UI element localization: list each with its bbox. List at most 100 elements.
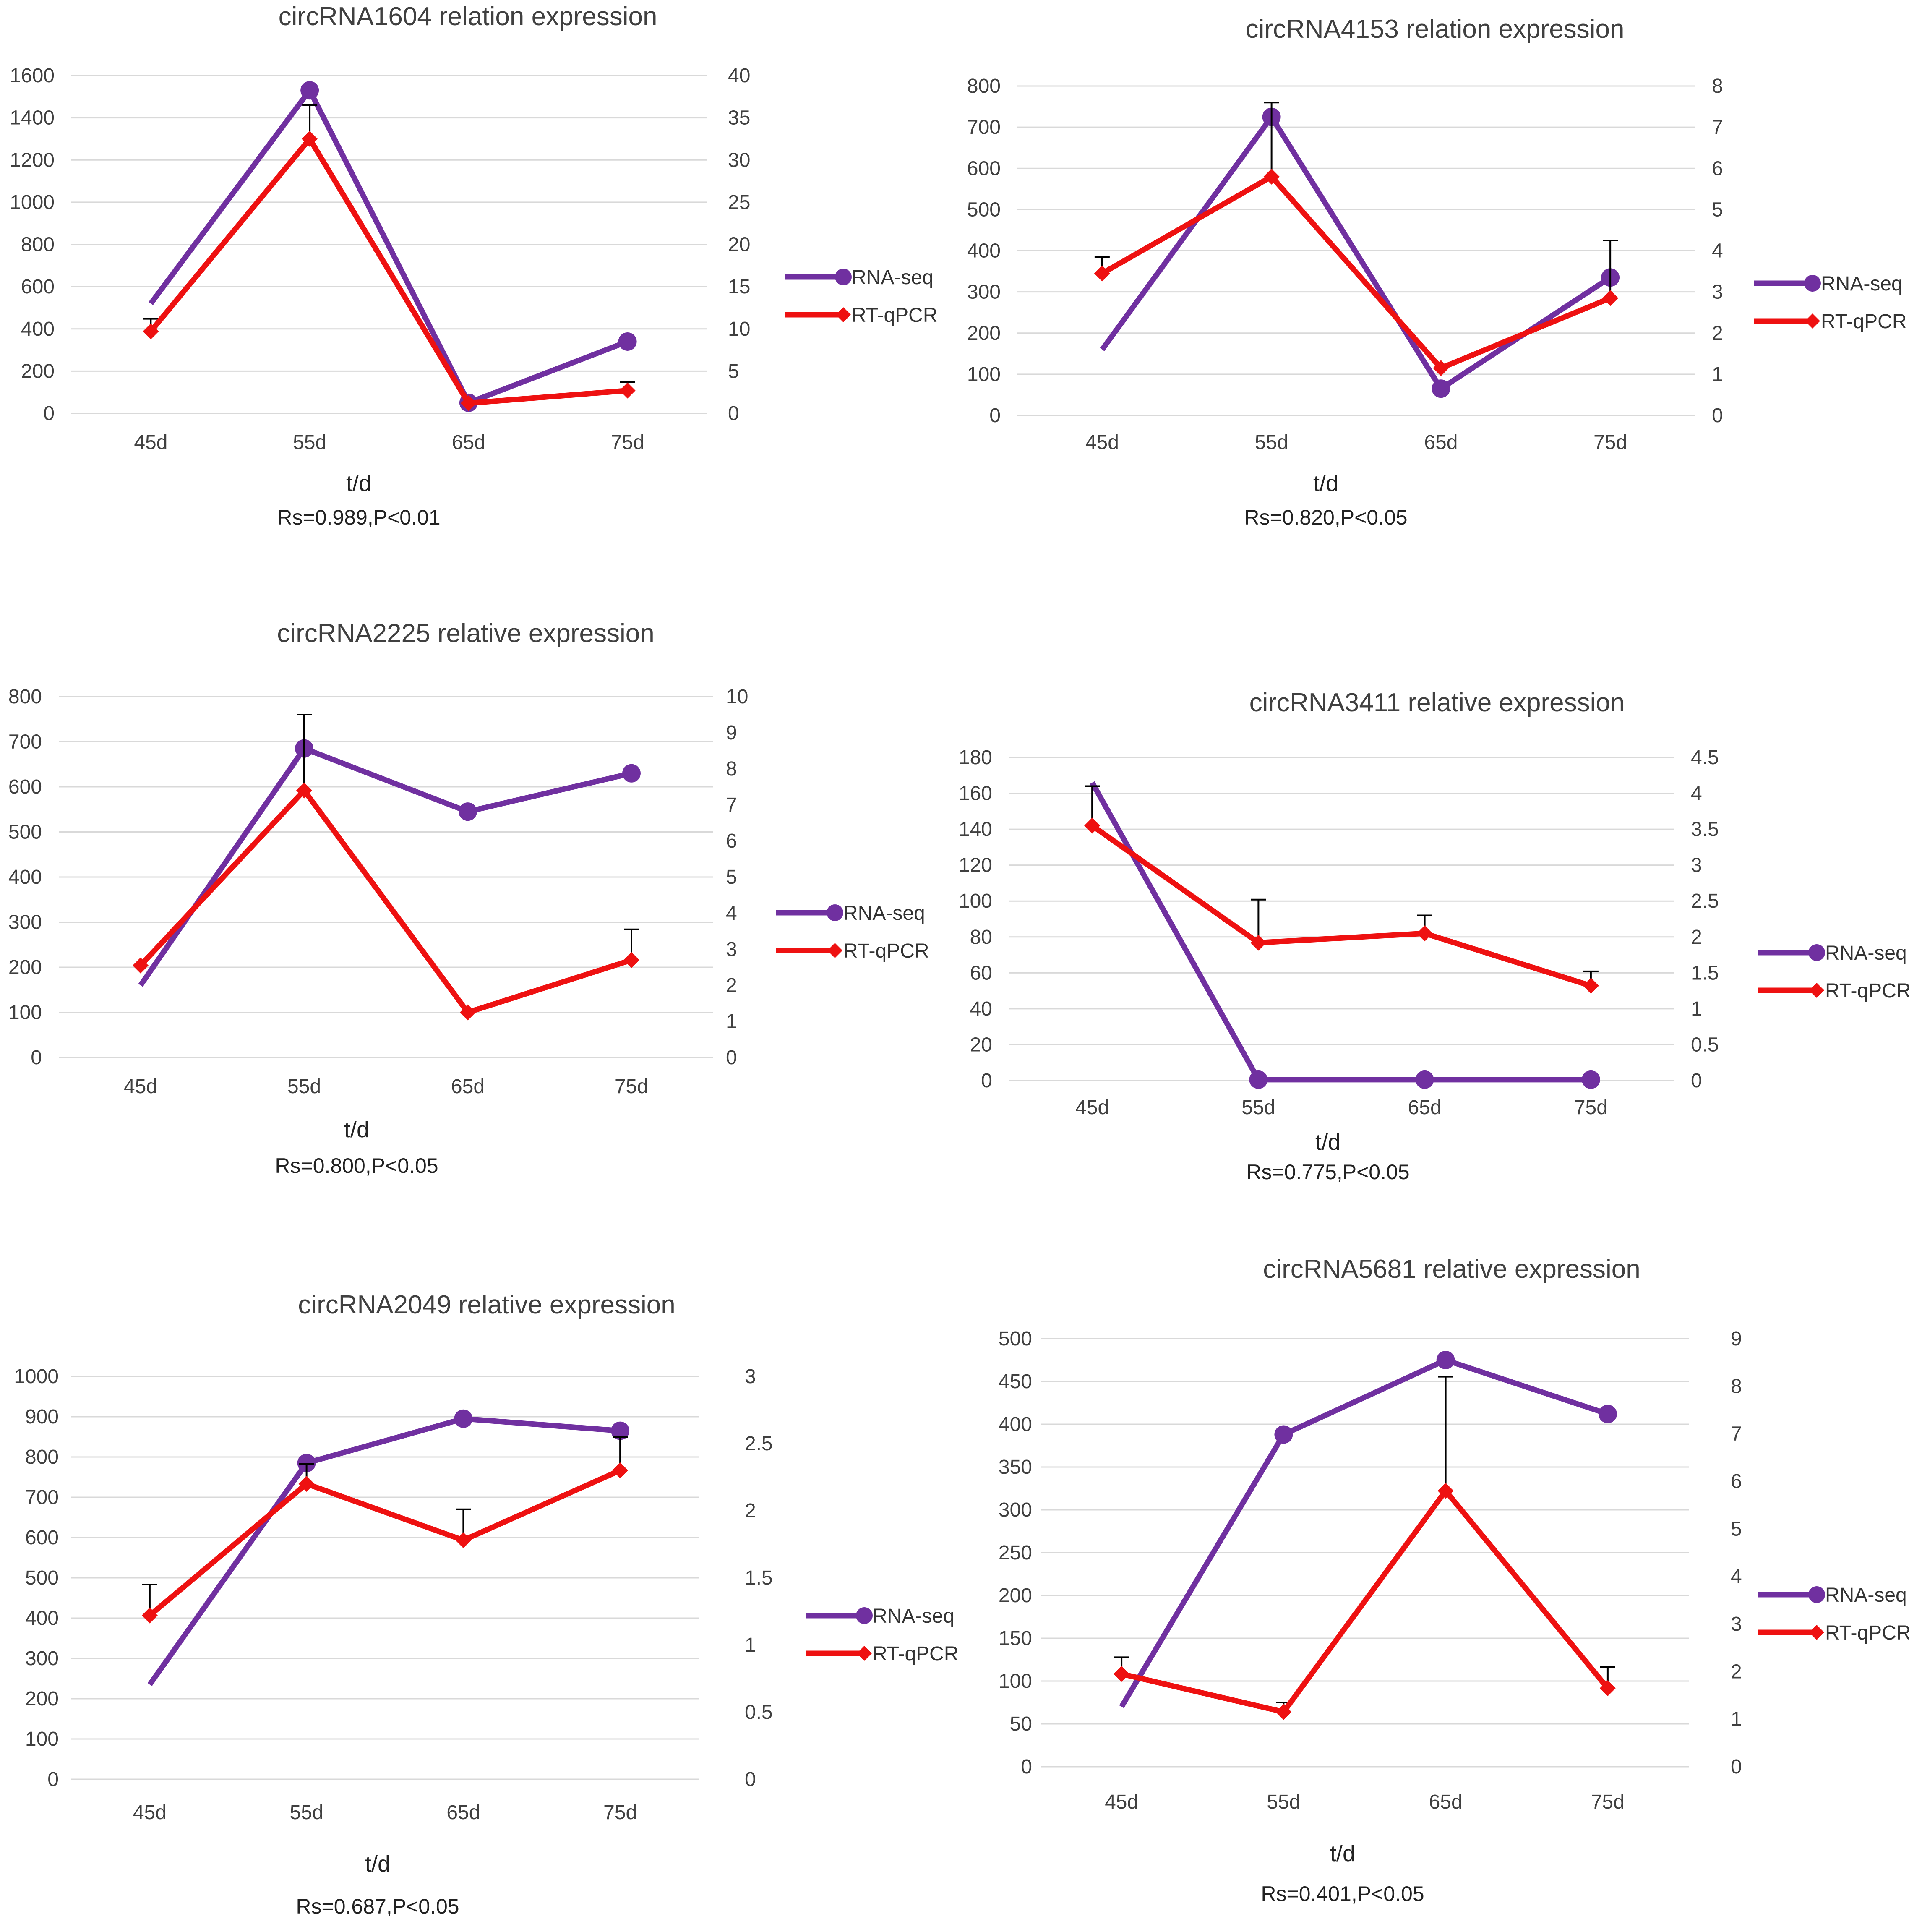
right-tick-label: 5 xyxy=(728,360,739,382)
rna-seq-point xyxy=(622,764,641,783)
legend-rna-seq-label: RNA-seq xyxy=(1825,1584,1907,1606)
chart-legend: RNA-seq RT-qPCR xyxy=(1758,1584,1909,1644)
left-tick-label: 700 xyxy=(25,1486,59,1509)
correlation-note: Rs=0.989,P<0.01 xyxy=(277,506,440,529)
left-tick-label: 300 xyxy=(999,1499,1032,1521)
right-tick-label: 3 xyxy=(1691,854,1702,877)
chart-title: circRNA3411 relative expression xyxy=(1249,688,1625,717)
rt-qpcr-point xyxy=(460,1004,476,1021)
right-tick-label: 4.5 xyxy=(1691,747,1719,769)
rna-seq-line xyxy=(147,1416,621,1687)
category-label: 75d xyxy=(615,1076,648,1098)
chart-title: circRNA2225 relative expression xyxy=(277,619,654,648)
series-rt-qpcr xyxy=(1094,102,1619,376)
rt-qpcr-point xyxy=(1437,1483,1454,1499)
chart-legend: RNA-seq RT-qPCR xyxy=(806,1605,959,1665)
correlation-note: Rs=0.820,P<0.05 xyxy=(1244,506,1407,529)
left-tick-label: 1000 xyxy=(10,191,55,214)
right-tick-label: 10 xyxy=(726,686,748,708)
left-tick-label: 200 xyxy=(967,322,1001,345)
right-tick-label: 1 xyxy=(1712,363,1723,386)
right-tick-label: 2.5 xyxy=(1691,890,1719,912)
right-tick-label: 4 xyxy=(726,902,737,924)
series-rt-qpcr xyxy=(141,1436,629,1624)
right-tick-label: 35 xyxy=(728,107,750,129)
right-tick-label: 7 xyxy=(1712,116,1723,138)
right-tick-label: 3 xyxy=(726,938,737,961)
rt-qpcr-point xyxy=(1094,265,1110,282)
left-tick-label: 1200 xyxy=(10,149,55,171)
category-label: 55d xyxy=(1241,1097,1275,1119)
left-tick-label: 900 xyxy=(25,1406,59,1428)
x-axis-label: t/d xyxy=(1313,471,1338,496)
left-tick-label: 800 xyxy=(25,1446,59,1468)
rna-seq-line xyxy=(149,87,629,406)
left-tick-label: 700 xyxy=(8,731,42,753)
left-tick-label: 800 xyxy=(8,686,42,708)
left-tick-label: 0 xyxy=(47,1768,59,1791)
left-tick-label: 80 xyxy=(970,926,992,948)
right-tick-label: 40 xyxy=(728,65,750,87)
rt-qpcr-line xyxy=(1101,174,1612,371)
category-label: 65d xyxy=(446,1801,480,1824)
left-tick-label: 600 xyxy=(8,776,42,798)
right-tick-label: 1.5 xyxy=(745,1567,773,1589)
left-tick-label: 180 xyxy=(959,747,992,769)
correlation-note: Rs=0.401,P<0.05 xyxy=(1261,1882,1424,1906)
legend-rt-qpcr-label: RT-qPCR xyxy=(1825,980,1909,1002)
category-label: 45d xyxy=(133,1801,167,1824)
left-tick-label: 140 xyxy=(959,818,992,841)
rt-qpcr-line xyxy=(149,136,628,406)
left-tick-label: 600 xyxy=(25,1527,59,1549)
rt-qpcr-line xyxy=(1121,1488,1610,1715)
category-label: 45d xyxy=(1085,431,1119,454)
left-tick-label: 400 xyxy=(967,240,1001,262)
right-tick-label: 8 xyxy=(726,758,737,780)
chart-6: circRNA5681 relative expression050100150… xyxy=(999,1255,1909,1906)
right-tick-label: 0 xyxy=(1731,1756,1742,1778)
left-tick-label: 160 xyxy=(959,783,992,805)
legend-rna-seq-label: RNA-seq xyxy=(873,1605,954,1627)
category-label: 75d xyxy=(611,431,644,454)
series-rna-seq xyxy=(138,739,641,987)
legend-rt-qpcr-label: RT-qPCR xyxy=(852,304,938,326)
left-tick-label: 600 xyxy=(967,157,1001,180)
chart-legend: RNA-seq RT-qPCR xyxy=(776,902,929,962)
left-tick-label: 50 xyxy=(1010,1713,1032,1735)
right-tick-label: 0 xyxy=(745,1768,756,1791)
rt-qpcr-point xyxy=(1416,925,1433,942)
right-tick-label: 0 xyxy=(728,402,739,425)
series-rna-seq xyxy=(149,81,637,412)
right-tick-label: 4 xyxy=(1712,240,1723,262)
left-tick-label: 400 xyxy=(21,318,55,340)
chart-legend: RNA-seq RT-qPCR xyxy=(785,266,938,326)
rna-seq-point xyxy=(300,81,319,100)
rt-qpcr-line xyxy=(138,788,632,1015)
right-tick-label: 4 xyxy=(1691,783,1702,805)
right-tick-label: 7 xyxy=(726,794,737,816)
rt-qpcr-point xyxy=(1263,168,1280,185)
rt-qpcr-point xyxy=(298,1476,315,1492)
legend-rt-qpcr-label: RT-qPCR xyxy=(843,940,929,962)
right-tick-label: 9 xyxy=(1731,1328,1742,1350)
left-tick-label: 1600 xyxy=(10,65,55,87)
left-tick-label: 450 xyxy=(999,1371,1032,1393)
left-tick-label: 300 xyxy=(967,281,1001,303)
right-tick-label: 7 xyxy=(1731,1423,1742,1445)
series-rna-seq xyxy=(1100,107,1620,398)
chart-title: circRNA2049 relative expression xyxy=(298,1290,675,1319)
left-tick-label: 0 xyxy=(31,1047,42,1069)
left-tick-label: 0 xyxy=(989,405,1001,427)
left-tick-label: 150 xyxy=(999,1627,1032,1650)
right-tick-label: 1 xyxy=(1731,1708,1742,1731)
right-tick-label: 15 xyxy=(728,276,750,298)
right-tick-label: 0.5 xyxy=(745,1701,773,1723)
legend-rna-seq-label: RNA-seq xyxy=(1825,942,1907,964)
rt-qpcr-point xyxy=(296,782,312,799)
left-tick-label: 500 xyxy=(25,1567,59,1589)
left-tick-label: 200 xyxy=(21,360,55,382)
rt-qpcr-point xyxy=(133,957,149,974)
right-tick-label: 8 xyxy=(1712,75,1723,97)
left-tick-label: 100 xyxy=(8,1002,42,1024)
right-tick-label: 1 xyxy=(726,1010,737,1033)
